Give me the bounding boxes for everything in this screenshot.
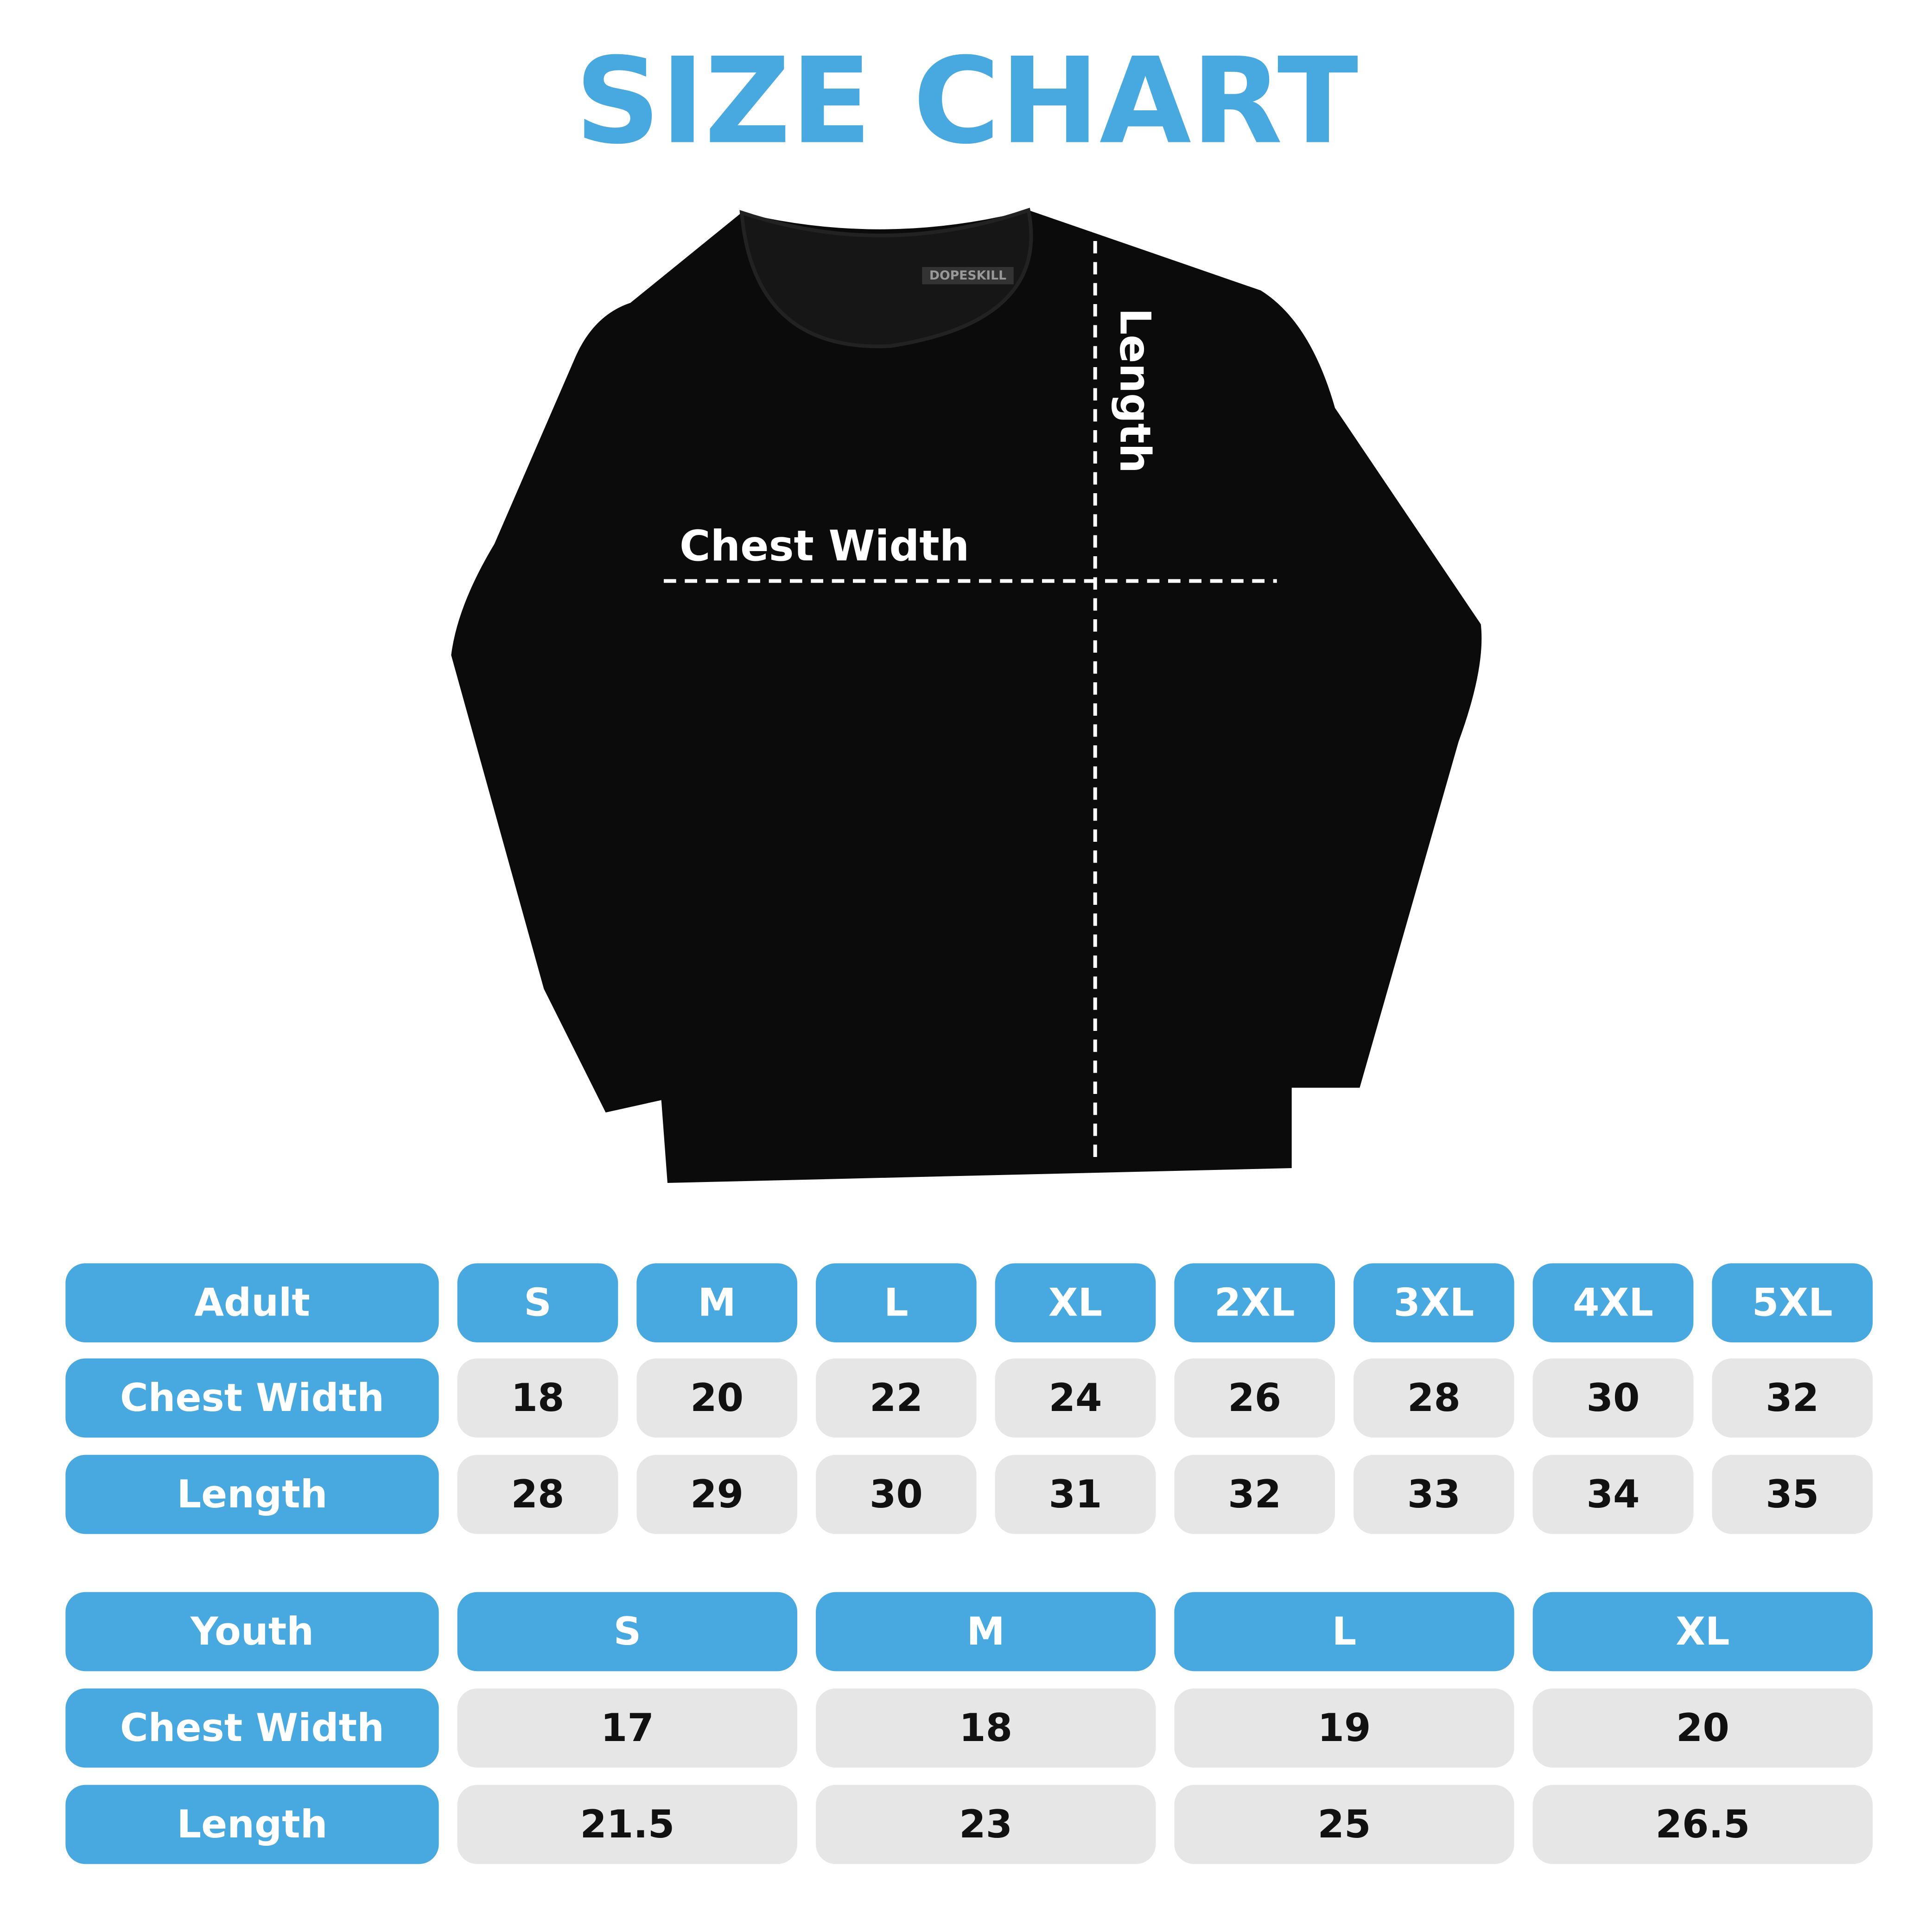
- value: 21.5: [580, 1802, 674, 1847]
- value-cell: [1174, 1455, 1335, 1534]
- size-header-cell: [636, 1263, 797, 1342]
- size-header-cell: [1174, 1263, 1335, 1342]
- value: 34: [1586, 1472, 1640, 1517]
- value-cell: [457, 1358, 618, 1438]
- value: 31: [1049, 1472, 1102, 1517]
- value-cell: [1532, 1688, 1873, 1768]
- row-label: Youth: [190, 1609, 314, 1654]
- value: 30: [1586, 1376, 1640, 1420]
- value: 32: [1766, 1376, 1819, 1420]
- row-label-cell: [65, 1263, 439, 1342]
- value-cell: [1532, 1785, 1873, 1864]
- size-label: S: [524, 1281, 552, 1325]
- value-cell: [1354, 1358, 1514, 1438]
- size-header-cell: [1174, 1592, 1514, 1671]
- value-cell: [816, 1688, 1156, 1768]
- value-cell: [816, 1358, 977, 1438]
- row-label: Chest Width: [120, 1376, 384, 1420]
- value-cell: [1354, 1455, 1514, 1534]
- value: 18: [959, 1706, 1012, 1750]
- row-label-cell: [65, 1688, 439, 1768]
- value: 22: [870, 1376, 923, 1420]
- brand-tag: [922, 267, 1014, 285]
- value: 20: [1676, 1706, 1729, 1750]
- size-header-cell: [1712, 1263, 1873, 1342]
- size-label: 3XL: [1393, 1281, 1474, 1325]
- value-cell: [636, 1455, 797, 1534]
- size-label: XL: [1676, 1609, 1729, 1654]
- value-cell: [1712, 1455, 1873, 1534]
- value-cell: [1532, 1455, 1694, 1534]
- value: 32: [1228, 1472, 1281, 1517]
- size-label: S: [614, 1609, 642, 1654]
- value-cell: [995, 1455, 1156, 1534]
- value: 26.5: [1655, 1802, 1750, 1847]
- size-header-cell: [1354, 1263, 1514, 1342]
- value-cell: [1174, 1358, 1335, 1438]
- value: 35: [1766, 1472, 1819, 1517]
- value: 25: [1317, 1802, 1371, 1847]
- value: 30: [870, 1472, 923, 1517]
- size-label: L: [1332, 1609, 1357, 1654]
- row-label-cell: [65, 1592, 439, 1671]
- row-label: Adult: [194, 1281, 310, 1325]
- value: 19: [1317, 1706, 1371, 1750]
- value-cell: [1174, 1785, 1514, 1864]
- size-header-cell: [1532, 1263, 1694, 1342]
- value-cell: [457, 1455, 618, 1534]
- size-header-cell: [457, 1592, 797, 1671]
- size-label: L: [884, 1281, 909, 1325]
- value-cell: [1712, 1358, 1873, 1438]
- size-label: M: [967, 1609, 1005, 1654]
- value: 26: [1228, 1376, 1281, 1420]
- size-label: M: [698, 1281, 736, 1325]
- length-label: Length: [1111, 308, 1159, 473]
- collar: [739, 208, 1033, 349]
- value: 33: [1407, 1472, 1461, 1517]
- shirt-body: [451, 210, 1482, 1183]
- value: 17: [601, 1706, 654, 1750]
- tables: Adult S M L XL 2XL 3XL 4XL 5XL Chest Width 18 20 22 2…: [65, 1263, 1873, 1864]
- value: 24: [1049, 1376, 1102, 1420]
- value-cell: [636, 1358, 797, 1438]
- size-label: 2XL: [1214, 1281, 1295, 1325]
- row-label-cell: [65, 1455, 439, 1534]
- value: 20: [690, 1376, 744, 1420]
- size-header-cell: [816, 1263, 977, 1342]
- size-header-cell: [457, 1263, 618, 1342]
- value-cell: [1532, 1358, 1694, 1438]
- shirt: DOPESKILL Chest Width Length: [451, 208, 1482, 1183]
- value-cell: [995, 1358, 1156, 1438]
- row-label: Length: [177, 1472, 327, 1517]
- chest-label: Chest Width: [680, 522, 969, 571]
- value-cell: [816, 1455, 977, 1534]
- size-label: 4XL: [1573, 1281, 1653, 1325]
- size-label: 5XL: [1752, 1281, 1833, 1325]
- size-label: XL: [1049, 1281, 1102, 1325]
- row-label-cell: [65, 1358, 439, 1438]
- size-header-cell: [1532, 1592, 1873, 1671]
- value: 29: [690, 1472, 744, 1517]
- value: 23: [959, 1802, 1012, 1847]
- value-cell: [457, 1785, 797, 1864]
- size-header-cell: [816, 1592, 1156, 1671]
- size-header-cell: [995, 1263, 1156, 1342]
- row-label-cell: [65, 1785, 439, 1864]
- value: 28: [511, 1472, 564, 1517]
- value-cell: [816, 1785, 1156, 1864]
- brand-text: DOPESKILL: [929, 268, 1006, 283]
- title: SIZE CHART: [575, 32, 1358, 171]
- row-label: Chest Width: [120, 1706, 384, 1750]
- value: 28: [1407, 1376, 1461, 1420]
- value: 18: [511, 1376, 564, 1420]
- value-cell: [457, 1688, 797, 1768]
- value-cell: [1174, 1688, 1514, 1768]
- row-label: Length: [177, 1802, 327, 1847]
